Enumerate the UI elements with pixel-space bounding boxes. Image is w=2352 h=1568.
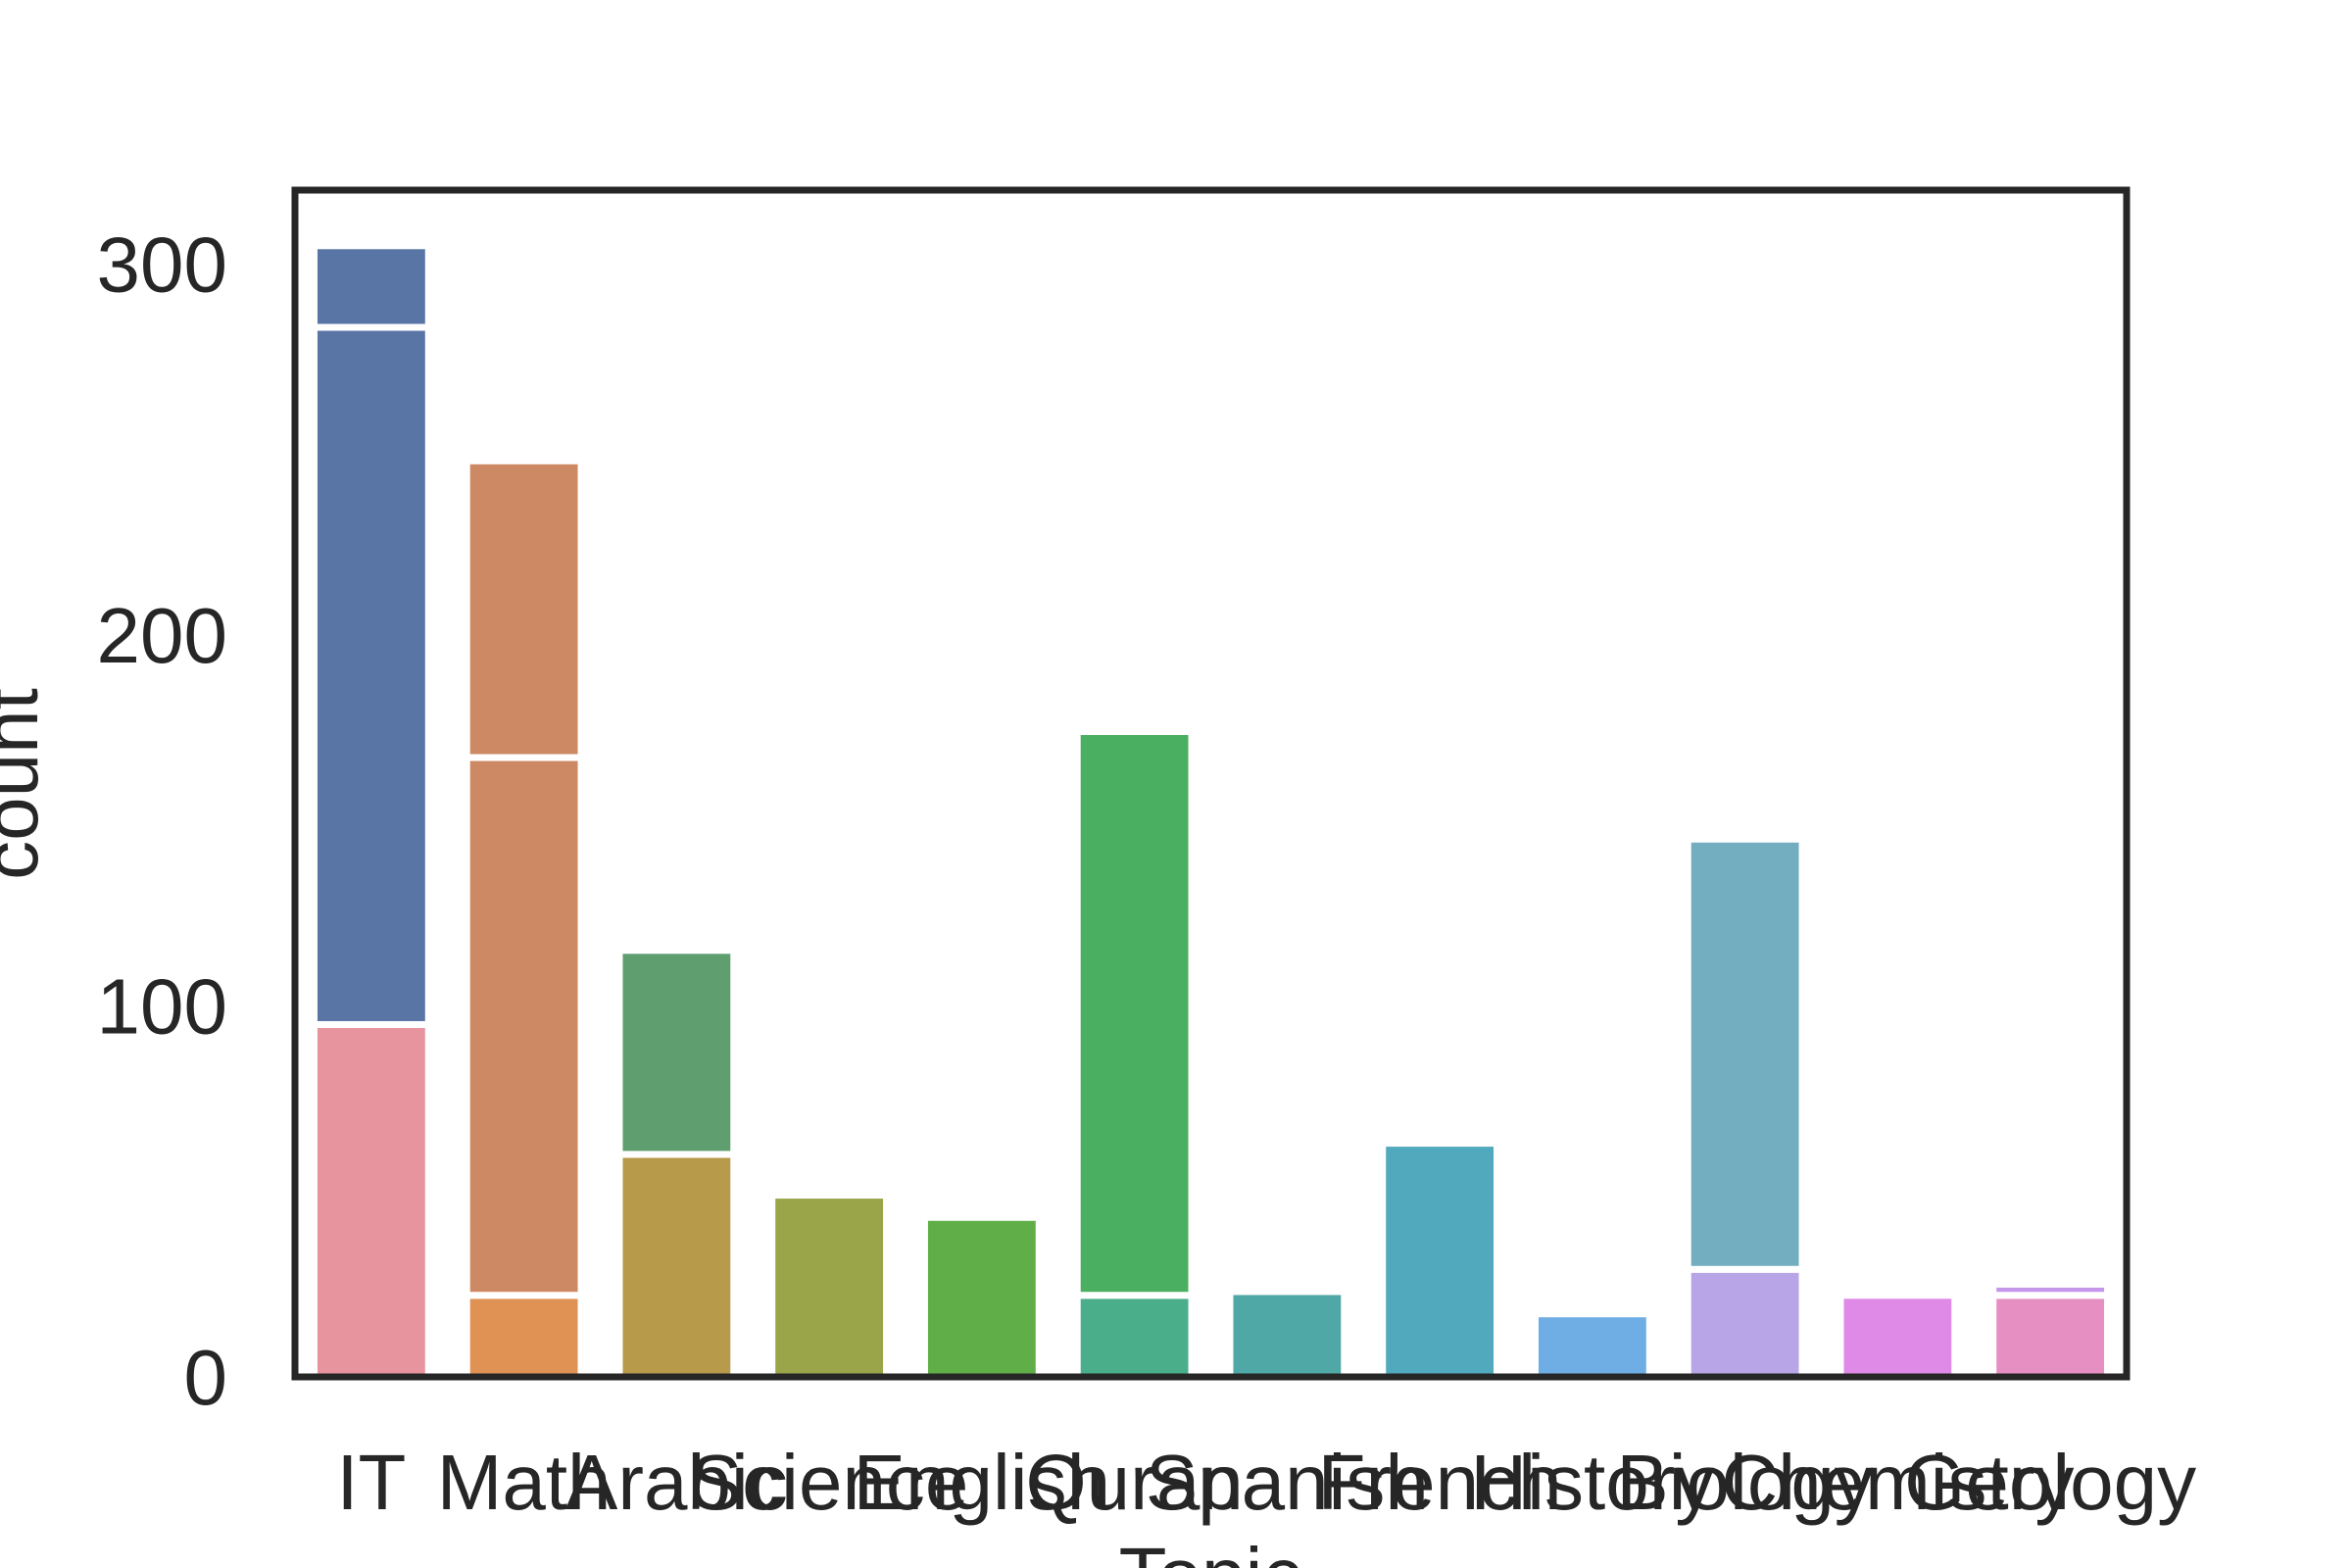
x-tick-label-spanish: Spanish <box>1146 1439 1429 1526</box>
y-tick-label-300: 300 <box>97 221 227 309</box>
y-axis-label: count <box>0 688 54 880</box>
bar-biology-segment-1 <box>1684 1265 1806 1381</box>
plot-frame <box>291 186 2131 1381</box>
x-tick-label-quran: Quran <box>1025 1439 1243 1526</box>
bar-chemistry-segment-1 <box>1837 1292 1959 1381</box>
bar-biology-segment-2 <box>1684 835 1806 1273</box>
bar-it-segment-3 <box>310 242 432 331</box>
x-tick-label-history: History <box>1470 1439 1714 1526</box>
bar-geology-segment-1 <box>1989 1292 2112 1381</box>
bar-spanish-segment-1 <box>1226 1288 1348 1381</box>
x-tick-label-english: English <box>854 1439 1110 1526</box>
bar-english-segment-1 <box>920 1213 1043 1381</box>
y-tick-label-200: 200 <box>97 592 227 679</box>
bar-history-segment-1 <box>1531 1310 1653 1381</box>
bar-arabic-segment-1 <box>615 1151 738 1381</box>
bar-math-segment-3 <box>463 457 585 761</box>
x-tick-label-it: IT <box>336 1439 406 1526</box>
bar-it-segment-2 <box>310 323 432 1028</box>
x-tick-labels: IT MathArabicScienceEnglishQuranSpanishFr… <box>336 1439 2196 1526</box>
x-axis-label: Topic <box>1119 1532 1302 1568</box>
y-tick-label-0: 0 <box>184 1334 228 1421</box>
bar-arabic-segment-2 <box>615 947 738 1158</box>
x-tick-label-math: Math <box>437 1439 612 1526</box>
bars-layer <box>310 242 2112 1381</box>
x-tick-label-french: French <box>1318 1439 1562 1526</box>
x-tick-label-biology: Biology <box>1616 1439 1873 1526</box>
y-tick-labels: 0 100 200 300 <box>97 221 227 1421</box>
bar-math-segment-1 <box>463 1292 585 1381</box>
bar-math-segment-2 <box>463 754 585 1299</box>
x-tick-label-chemistry: Chemistry <box>1721 1439 2074 1526</box>
y-tick-label-100: 100 <box>97 963 227 1051</box>
x-tick-label-geology: Geology <box>1904 1439 2196 1526</box>
bar-quran-segment-2 <box>1073 728 1196 1299</box>
bar-french-segment-1 <box>1379 1140 1501 1381</box>
bar-science-segment-1 <box>768 1192 891 1381</box>
x-tick-label-arabic: Arabic <box>565 1439 788 1526</box>
bar-quran-segment-1 <box>1073 1292 1196 1381</box>
bar-geology-segment-2 <box>1989 1280 2112 1299</box>
x-tick-label-science: Science <box>690 1439 969 1526</box>
bar-it-segment-1 <box>310 1020 432 1381</box>
